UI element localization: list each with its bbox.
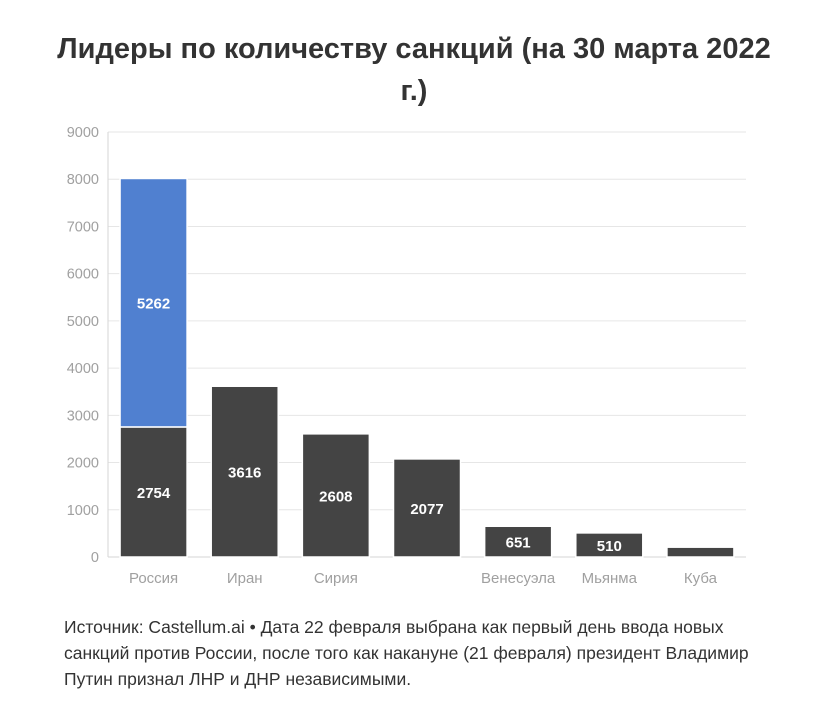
data-label: 510	[597, 538, 622, 555]
chart-title: Лидеры по количеству санкций (на 30 март…	[57, 33, 771, 107]
data-label: 2077	[410, 501, 443, 518]
bar	[119, 426, 188, 558]
source-note: Источник: Castellum.ai • Дата 22 февраля…	[64, 617, 749, 689]
bar	[392, 458, 462, 558]
y-tick-label: 7000	[67, 219, 99, 235]
y-tick-label: 1000	[67, 503, 99, 519]
bar	[575, 532, 644, 558]
y-tick-label: 9000	[67, 125, 99, 141]
y-tick-label: 3000	[67, 408, 99, 424]
y-tick-label: 6000	[67, 267, 99, 283]
x-tick-label: Венесуэла	[481, 570, 556, 587]
bar	[666, 546, 735, 558]
data-label: 2754	[137, 485, 171, 502]
data-label: 3616	[228, 465, 261, 482]
data-label: 2608	[319, 488, 352, 505]
x-tick-label: Куба	[684, 570, 718, 587]
x-tick-label: Россия	[129, 570, 178, 587]
bar	[119, 177, 188, 428]
y-tick-label: 5000	[67, 314, 99, 330]
y-tick-label: 4000	[67, 361, 99, 377]
x-tick-label: Мьянма	[582, 570, 638, 587]
y-tick-label: 0	[91, 550, 99, 566]
bar	[210, 385, 279, 558]
bar	[301, 433, 371, 558]
bar-chart: 0 1000 2000 3000 4000 5000 6000 7000 8000 9000 275…	[67, 125, 746, 587]
x-tick-label: Сирия	[314, 570, 358, 587]
y-tick-label: 8000	[67, 172, 99, 188]
data-label: 651	[506, 535, 531, 552]
data-label: 5262	[137, 296, 170, 313]
bar	[483, 525, 553, 558]
y-tick-label: 2000	[67, 456, 99, 472]
x-tick-label: Иран	[227, 570, 263, 587]
